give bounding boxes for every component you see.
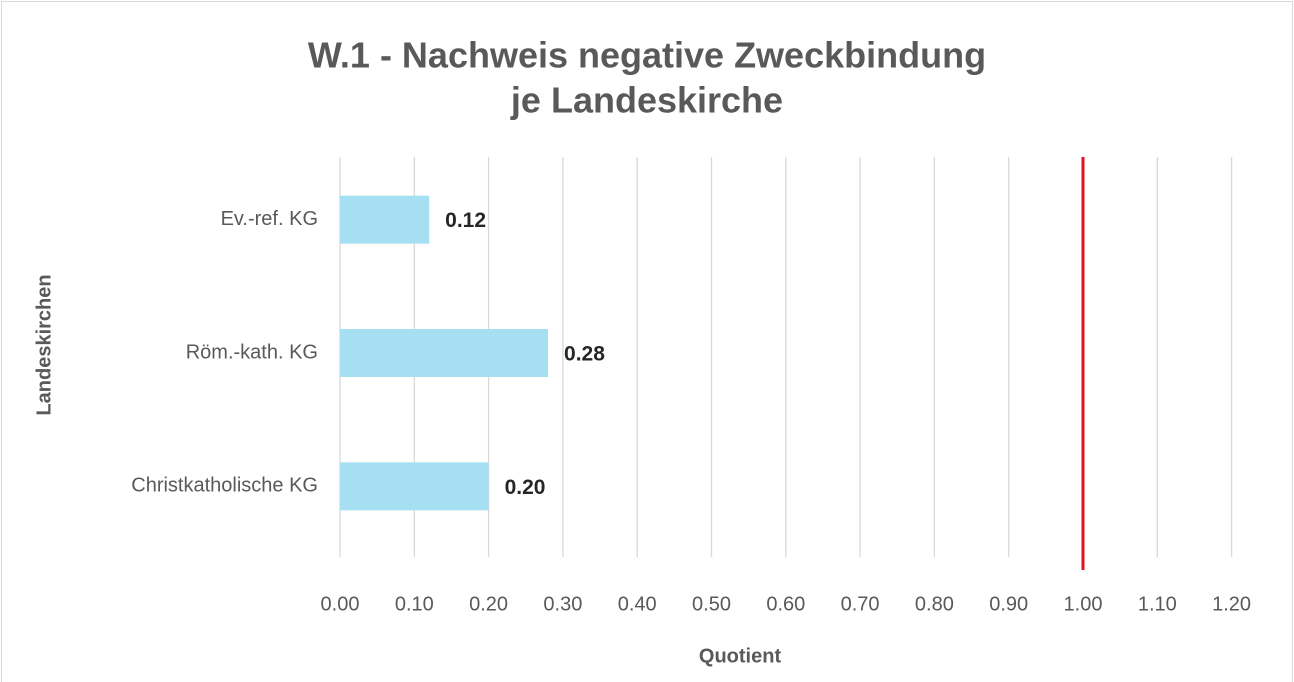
x-tick-label: 1.00	[1064, 593, 1103, 615]
x-tick-label: 0.30	[543, 593, 582, 615]
x-tick-label: 1.10	[1138, 593, 1177, 615]
bar	[340, 462, 489, 511]
x-tick-label: 0.10	[395, 593, 434, 615]
bar	[340, 329, 549, 377]
x-tick-label: 1.20	[1212, 593, 1251, 615]
x-tick-label: 0.20	[469, 593, 508, 615]
data-label: 0.20	[505, 476, 546, 499]
chart-title: je Landeskirche	[510, 80, 783, 121]
data-label: 0.12	[445, 209, 486, 232]
data-label: 0.28	[564, 343, 605, 366]
chart-title: W.1 - Nachweis negative Zweckbindung	[308, 35, 986, 76]
bar	[340, 195, 430, 244]
x-tick-label: 0.60	[766, 593, 805, 615]
x-tick-label: 0.70	[841, 593, 880, 615]
y-tick-label: Ev.-ref. KG	[221, 208, 318, 230]
y-tick-label: Röm.-kath. KG	[186, 341, 318, 363]
x-tick-label: 0.90	[989, 593, 1028, 615]
x-tick-label: 0.80	[915, 593, 954, 615]
y-axis-title: Landeskirchen	[33, 274, 55, 415]
x-axis-title: Quotient	[699, 645, 782, 667]
x-tick-label: 0.00	[321, 593, 360, 615]
x-tick-label: 0.40	[618, 593, 657, 615]
x-tick-label: 0.50	[692, 593, 731, 615]
y-tick-label: Christkatholische KG	[131, 475, 318, 497]
